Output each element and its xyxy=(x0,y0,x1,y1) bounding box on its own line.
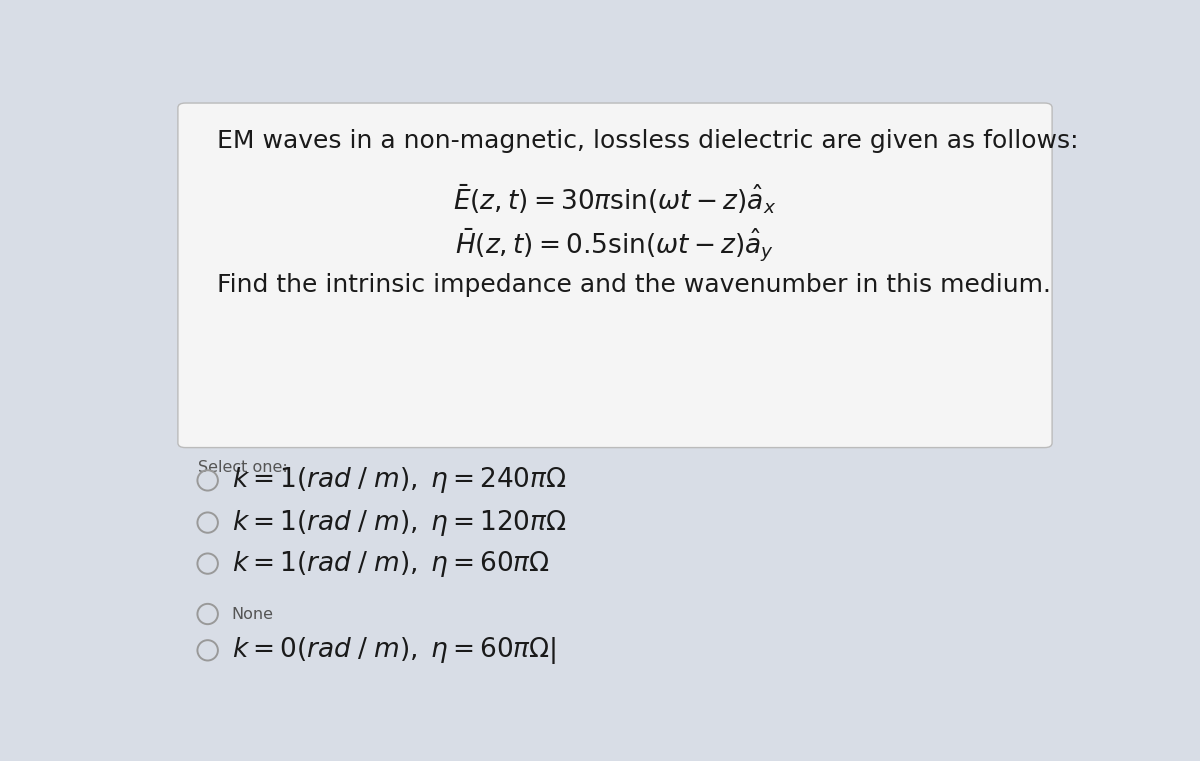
Text: $k=1(rad\;/\;m),\;\eta=120\pi\Omega$: $k=1(rad\;/\;m),\;\eta=120\pi\Omega$ xyxy=(232,508,566,537)
Text: Select one:: Select one: xyxy=(198,460,288,476)
Text: $k=1(rad\;/\;m),\;\eta=60\pi\Omega$: $k=1(rad\;/\;m),\;\eta=60\pi\Omega$ xyxy=(232,549,550,578)
Text: $k=0(rad\;/\;m),\;\eta=60\pi\Omega|$: $k=0(rad\;/\;m),\;\eta=60\pi\Omega|$ xyxy=(232,635,557,666)
Text: EM waves in a non-magnetic, lossless dielectric are given as follows:: EM waves in a non-magnetic, lossless die… xyxy=(217,129,1079,154)
Text: $\bar{H}(z,t)=0.5\sin(\omega t-z)\hat{a}_y$: $\bar{H}(z,t)=0.5\sin(\omega t-z)\hat{a}… xyxy=(456,226,774,264)
Text: $k=1(rad\;/\;m),\;\eta=240\pi\Omega$: $k=1(rad\;/\;m),\;\eta=240\pi\Omega$ xyxy=(232,466,566,495)
Text: Find the intrinsic impedance and the wavenumber in this medium.: Find the intrinsic impedance and the wav… xyxy=(217,273,1051,297)
Text: $\bar{E}(z,t)=30\pi\sin(\omega t-z)\hat{a}_x$: $\bar{E}(z,t)=30\pi\sin(\omega t-z)\hat{… xyxy=(454,182,776,216)
Text: None: None xyxy=(232,607,274,622)
FancyBboxPatch shape xyxy=(178,103,1052,447)
